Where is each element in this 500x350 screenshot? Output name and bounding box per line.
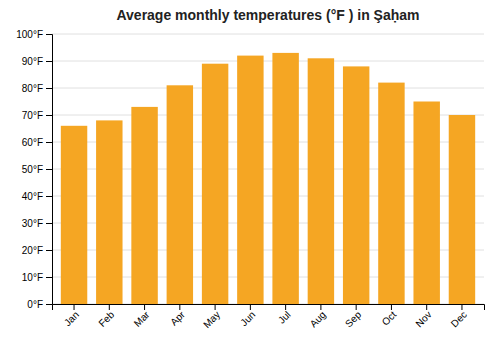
- y-tick-mark: [46, 34, 52, 35]
- y-tick-label: 50°F: [22, 164, 43, 175]
- bar: [167, 85, 193, 304]
- bar: [61, 126, 87, 304]
- y-tick-label: 70°F: [22, 110, 43, 121]
- x-axis: Jan Feb Mar Apr May Jun Jul Aug Sep Oct Nov Dec: [53, 304, 485, 330]
- y-tick: 90°F: [22, 56, 52, 67]
- bar: [449, 115, 475, 304]
- bar: [131, 107, 157, 304]
- y-tick-mark: [46, 88, 52, 89]
- x-tick-label: Apr: [168, 308, 187, 327]
- y-tick-mark: [46, 250, 52, 251]
- y-tick-label: 80°F: [22, 83, 43, 94]
- x-tick-label: Jan: [62, 309, 81, 328]
- x-tick: Jan: [62, 304, 81, 328]
- x-tick-mark: [356, 304, 357, 310]
- y-tick: 10°F: [22, 272, 52, 283]
- x-tick-label: Jul: [276, 309, 293, 326]
- y-axis-line: [46, 35, 53, 305]
- x-tick: Oct: [380, 304, 399, 328]
- y-tick-label: 10°F: [22, 272, 43, 283]
- x-tick-label: Dec: [449, 309, 469, 329]
- x-tick: Dec: [449, 304, 469, 329]
- x-tick: Feb: [96, 304, 116, 329]
- x-tick-label: Aug: [308, 309, 328, 329]
- x-tick-mark: [461, 304, 462, 310]
- x-axis-line: [53, 305, 485, 311]
- x-tick: Nov: [413, 304, 433, 329]
- x-tick: Mar: [132, 304, 152, 329]
- x-tick-mark: [215, 304, 216, 310]
- y-tick: 80°F: [22, 83, 52, 94]
- y-tick: 50°F: [22, 164, 52, 175]
- x-tick-mark: [391, 304, 392, 310]
- y-tick-label: 100°F: [16, 29, 43, 40]
- y-tick: 60°F: [22, 137, 52, 148]
- x-tick-mark: [74, 304, 75, 310]
- bar: [308, 58, 334, 304]
- y-tick-mark: [46, 142, 52, 143]
- grid-line: [52, 34, 484, 35]
- x-tick-label: Sep: [343, 309, 364, 330]
- y-tick: 70°F: [22, 110, 52, 121]
- y-tick-mark: [46, 61, 52, 62]
- y-tick-label: 40°F: [22, 191, 43, 202]
- y-tick-label: 0°F: [27, 299, 43, 310]
- bars: [61, 53, 475, 304]
- x-tick-label: May: [201, 309, 222, 330]
- bar: [202, 64, 228, 304]
- x-tick-mark: [250, 304, 251, 310]
- y-tick: 20°F: [22, 245, 52, 256]
- bar: [237, 56, 263, 304]
- x-tick-label: Feb: [96, 309, 116, 329]
- x-tick-label: Oct: [380, 309, 399, 328]
- grid: [52, 34, 484, 304]
- x-tick: Sep: [343, 304, 364, 329]
- y-tick: 40°F: [22, 191, 52, 202]
- grid-line: [52, 61, 484, 62]
- y-tick-label: 30°F: [22, 218, 43, 229]
- y-axis: 0°F 10°F 20°F 30°F 40°F 50°F 60°F 70°F 80°F 90°F 1…: [16, 29, 52, 310]
- y-tick-mark: [46, 196, 52, 197]
- y-tick: 30°F: [22, 218, 52, 229]
- x-tick-mark: [144, 304, 145, 310]
- x-tick-label: Jun: [238, 309, 257, 328]
- y-tick-label: 20°F: [22, 245, 43, 256]
- x-tick-mark: [320, 304, 321, 310]
- x-tick: Jun: [238, 304, 257, 328]
- y-tick-label: 60°F: [22, 137, 43, 148]
- x-tick-mark: [179, 304, 180, 310]
- x-tick-mark: [109, 304, 110, 310]
- y-tick: 0°F: [27, 299, 52, 310]
- y-tick-label: 90°F: [22, 56, 43, 67]
- bar: [343, 66, 369, 304]
- x-tick-mark: [285, 304, 286, 310]
- bar: [413, 102, 439, 305]
- y-tick-mark: [46, 115, 52, 116]
- x-tick: Jul: [276, 304, 293, 326]
- bar: [378, 83, 404, 304]
- bar: [96, 120, 122, 304]
- grid-line: [52, 88, 484, 89]
- x-tick-label: Mar: [132, 308, 152, 328]
- x-tick-label: Nov: [413, 309, 433, 329]
- y-tick-mark: [46, 304, 52, 305]
- x-tick: Apr: [168, 304, 187, 328]
- y-tick-mark: [46, 223, 52, 224]
- y-tick: 100°F: [16, 29, 52, 40]
- plot: 0°F 10°F 20°F 30°F 40°F 50°F 60°F 70°F 80°F 90°F 1…: [16, 29, 484, 330]
- title: Average monthly temperatures (°F ) in Şa…: [116, 7, 419, 23]
- y-tick-mark: [46, 277, 52, 278]
- x-tick-mark: [426, 304, 427, 310]
- bar: [272, 53, 298, 304]
- x-tick: Aug: [308, 304, 328, 329]
- x-tick: May: [201, 304, 222, 330]
- chart: 0°F 10°F 20°F 30°F 40°F 50°F 60°F 70°F 80°F 90°F 1…: [0, 0, 500, 350]
- y-tick-mark: [46, 169, 52, 170]
